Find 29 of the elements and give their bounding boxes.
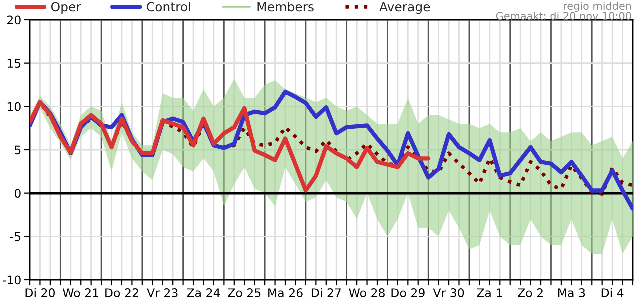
y-tick-label: 0: [14, 189, 21, 198]
x-tick-label: Zo 2: [518, 288, 543, 298]
x-tick-label: Do 29: [392, 288, 425, 298]
x-tick-label: Wo 28: [349, 288, 385, 298]
line-series: [30, 100, 431, 193]
y-tick-label: 10: [8, 102, 21, 112]
legend-label: Average: [380, 2, 430, 14]
annotation: Gemaakt: di 20 nov 10:00: [496, 12, 632, 20]
text: regio midden: [564, 2, 632, 12]
x-tick-label: Za 1: [477, 288, 502, 298]
y-tick-label: 15: [8, 59, 21, 68]
x-tick-label: Di 4: [602, 288, 624, 298]
x-tick-label: Ma 3: [558, 288, 586, 298]
y-tick-label: 20: [8, 16, 21, 25]
x-tick-label: Wo 21: [63, 288, 98, 298]
y-tick-label: -10: [2, 276, 21, 285]
x-tick-label: Di 20: [26, 288, 56, 298]
x-tick-label: Vr 23: [147, 288, 178, 298]
x-tick-label: Do 22: [106, 288, 138, 298]
legend-label: Members: [258, 2, 314, 12]
x-tick-label: Vr 30: [433, 288, 464, 298]
x-tick-label: Di 27: [312, 288, 341, 298]
x-tick-label: Zo 25: [228, 288, 261, 298]
legend-label: Oper: [51, 2, 82, 14]
x-tick-label: Ma 26: [268, 288, 303, 298]
y-tick-label: 5: [15, 146, 21, 155]
y-tick-label: -5: [10, 232, 21, 242]
legend-label: Control: [147, 2, 190, 12]
x-tick-label: Za 24: [187, 288, 220, 298]
